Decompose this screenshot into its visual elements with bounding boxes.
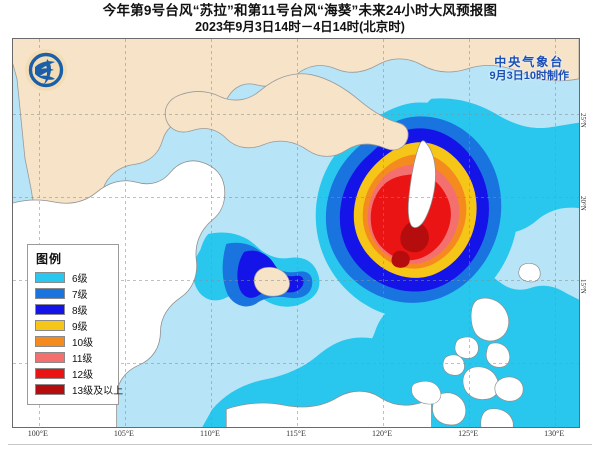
legend-swatch [35, 368, 65, 379]
legend-row: 9级 [35, 318, 112, 333]
borneo-landmass [225, 390, 432, 427]
china-southeast-coast [164, 73, 409, 157]
legend-items: 6级 7级 8级 9级 10级 11级 12级 13级及以上 [35, 270, 123, 397]
legend-row: 6级 [35, 270, 112, 285]
legend-row: 8级 [35, 302, 112, 317]
legend-swatch [35, 304, 65, 315]
legend-row: 10级 [35, 334, 112, 349]
philippines-archipelago [432, 263, 541, 427]
legend-label: 13级及以上 [72, 386, 124, 397]
legend-title: 图例 [36, 252, 63, 266]
legend-label: 7级 [72, 290, 88, 301]
lon-tick-label: 120°E [372, 429, 393, 438]
lon-tick-label: 115°E [286, 429, 306, 438]
lat-tick-label: 20°N [579, 195, 587, 211]
longitude-axis: 100°E 105°E 110°E 115°E 120°E 125°E 130°E [12, 429, 580, 443]
legend-swatch [35, 336, 65, 347]
legend-row: 7级 [35, 286, 112, 301]
cma-logo-icon [23, 47, 69, 93]
wind-field-level13 [391, 221, 429, 268]
legend-label: 11级 [72, 354, 93, 365]
title-block: 今年第9号台风“苏拉”和第11号台风“海葵”未来24小时大风预报图 2023年9… [0, 2, 600, 36]
lat-tick-label: 25°N [579, 112, 587, 128]
lat-tick-label: 15°N [579, 278, 587, 294]
legend-label: 10级 [72, 338, 94, 349]
legend-row: 12级 [35, 366, 112, 381]
agency-name: 中央气象台 [494, 55, 565, 69]
legend-swatch [35, 288, 65, 299]
latitude-axis: 25°N 20°N 15°N [579, 38, 599, 428]
attribution-block: 中央气象台 9月3日10时制作 [490, 55, 569, 83]
lon-tick-label: 105°E [113, 429, 134, 438]
map-canvas[interactable]: 中央气象台 9月3日10时制作 图例 6级 7级 8级 9级 10级 11级 12级 13级及… [12, 38, 580, 428]
legend-swatch [35, 320, 65, 331]
legend-swatch [35, 352, 65, 363]
legend-swatch [35, 272, 65, 283]
legend-row: 11级 [35, 350, 112, 365]
page-subtitle: 2023年9月3日14时－4日14时(北京时) [195, 20, 405, 34]
taiwan-island [407, 140, 436, 228]
legend-row: 13级及以上 [35, 382, 123, 397]
production-time: 9月3日10时制作 [489, 70, 569, 82]
legend-panel: 图例 6级 7级 8级 9级 10级 11级 12级 13级及以上 [27, 244, 123, 405]
legend-label: 12级 [72, 370, 94, 381]
page-title: 今年第9号台风“苏拉”和第11号台风“海葵”未来24小时大风预报图 [102, 3, 498, 18]
legend-swatch [35, 384, 65, 395]
lon-tick-label: 130°E [544, 429, 565, 438]
legend-label: 9级 [72, 322, 88, 333]
lon-tick-label: 110°E [200, 429, 220, 438]
legend-label: 8级 [72, 306, 88, 317]
hainan-island [253, 267, 290, 297]
island-slivers [411, 380, 442, 405]
legend-label: 6级 [72, 274, 88, 285]
lon-tick-label: 125°E [458, 429, 479, 438]
lon-tick-label: 100°E [27, 429, 48, 438]
footer-divider [8, 444, 592, 445]
